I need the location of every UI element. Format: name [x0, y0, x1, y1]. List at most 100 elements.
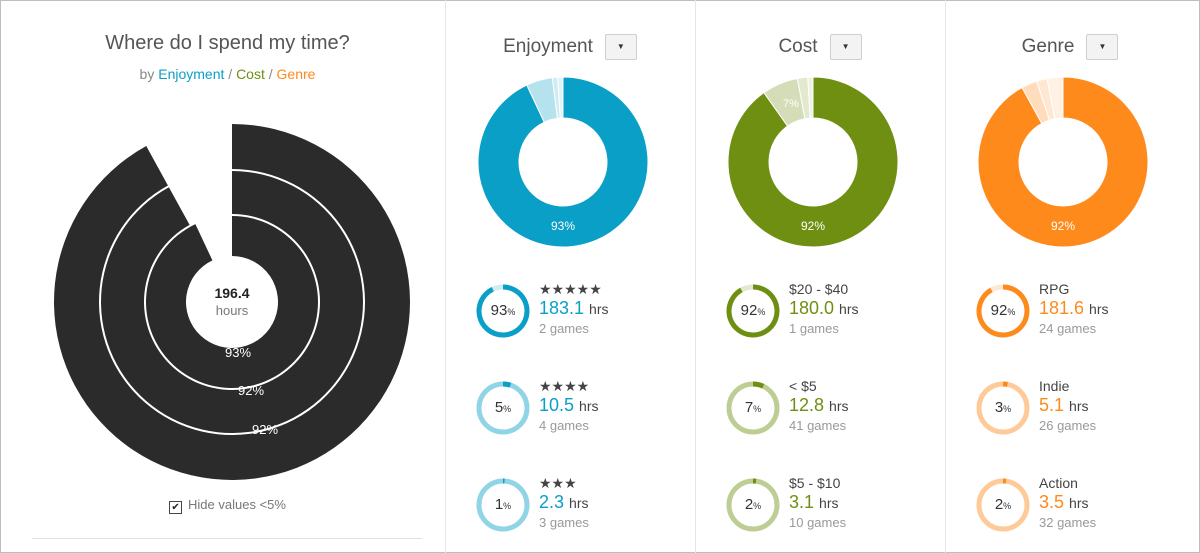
cost-item-hours: 3.1 hrs	[789, 492, 839, 512]
genre-item-percent: 2%	[994, 496, 1012, 513]
overview-ring-label: 93%	[225, 345, 251, 360]
cost-donut-label: 92%	[801, 219, 825, 233]
genre-list-item[interactable]: 2% Action 3.5 hrs 32 games	[975, 475, 1195, 547]
cost-list-item[interactable]: 7% < $5 12.8 hrs 41 games	[725, 378, 945, 450]
cost-item-games: 41 games	[789, 418, 847, 433]
overview-center	[188, 258, 276, 346]
genre-donut-chart: 92%	[978, 77, 1148, 247]
enjoyment-item-name: ★★★★	[539, 378, 590, 394]
cost-item-hours: 12.8 hrs	[789, 395, 849, 415]
genre-item-percent: 92%	[990, 302, 1016, 319]
subtitle-sep: /	[268, 66, 273, 82]
page-subtitle: by Enjoyment / Cost / Genre	[0, 66, 455, 82]
cost-item-ring	[726, 478, 780, 532]
genre-donut-slice[interactable]	[978, 77, 1148, 247]
overview-sunburst-chart: 93% 92% 92% 196.4 hours	[54, 124, 410, 480]
subtitle-enjoyment: Enjoyment	[158, 66, 225, 82]
cost-item-ring-fill	[726, 284, 780, 338]
genre-panel-header: Genre ▼	[945, 34, 1195, 60]
cost-item-percent: 92%	[740, 302, 766, 319]
cost-item-hours: 180.0 hrs	[789, 298, 859, 318]
genre-item-hours: 3.5 hrs	[1039, 492, 1089, 512]
genre-panel-title: Genre	[1021, 36, 1075, 58]
enjoyment-dropdown-button[interactable]: ▼	[604, 34, 637, 60]
hide-small-values-row[interactable]: ✔ Hide values <5%	[0, 497, 455, 514]
cost-item-name: $20 - $40	[789, 281, 849, 297]
cost-item-percent: 2%	[744, 496, 762, 513]
cost-item-ring	[726, 381, 780, 435]
overview-ring-enjoyment[interactable]	[145, 216, 318, 388]
enjoyment-donut-slice[interactable]	[557, 77, 564, 119]
enjoyment-item-ring	[476, 478, 530, 532]
enjoyment-list-item[interactable]: 1% ★★★ 2.3 hrs 3 games	[475, 475, 695, 547]
column-divider	[945, 0, 946, 553]
subtitle-cost: Cost	[236, 66, 265, 82]
hide-small-values-label: Hide values <5%	[188, 497, 286, 512]
cost-item-games: 1 games	[789, 321, 839, 336]
genre-donut-label: 92%	[1051, 219, 1075, 233]
genre-item-ring	[976, 478, 1030, 532]
enjoyment-item-hours: 10.5 hrs	[539, 395, 599, 415]
genre-item-ring	[976, 284, 1030, 338]
overview-ring-cost[interactable]	[100, 171, 363, 434]
genre-item-name: Action	[1039, 475, 1078, 491]
cost-donut-chart: 92% 7%	[728, 77, 898, 247]
enjoyment-item-ring-fill	[502, 381, 512, 388]
cost-item-games: 10 games	[789, 515, 847, 530]
enjoyment-panel-title: Enjoyment	[503, 36, 593, 58]
cost-list-item[interactable]: 2% $5 - $10 3.1 hrs 10 games	[725, 475, 945, 547]
genre-item-percent: 3%	[994, 399, 1012, 416]
enjoyment-list-item[interactable]: 93% ★★★★★ 183.1 hrs 2 games	[475, 281, 695, 353]
enjoyment-item-games: 4 games	[539, 418, 589, 433]
enjoyment-item-games: 3 games	[539, 515, 589, 530]
enjoyment-item-hours: 2.3 hrs	[539, 492, 589, 512]
genre-item-name: Indie	[1039, 378, 1070, 394]
column-divider	[695, 0, 696, 553]
enjoyment-donut-chart: 93%	[478, 77, 648, 247]
subtitle-genre: Genre	[276, 66, 316, 82]
overview-total-unit: hours	[216, 303, 249, 318]
cost-item-name: < $5	[789, 378, 817, 394]
genre-item-ring	[976, 381, 1030, 435]
genre-item-games: 24 games	[1039, 321, 1097, 336]
cost-item-name: $5 - $10	[789, 475, 841, 491]
cost-item-ring	[726, 284, 780, 338]
enjoyment-list-item[interactable]: 5% ★★★★ 10.5 hrs 4 games	[475, 378, 695, 450]
genre-item-ring-fill	[976, 284, 1030, 338]
genre-donut-slice[interactable]	[1046, 77, 1064, 120]
column-divider	[445, 0, 446, 553]
enjoyment-panel-header: Enjoyment ▼	[445, 34, 695, 60]
cost-donut-small-label: 7%	[783, 98, 799, 110]
genre-list-item[interactable]: 92% RPG 181.6 hrs 24 games	[975, 281, 1195, 353]
cost-panel-header: Cost ▼	[695, 34, 945, 60]
cost-donut-slice[interactable]	[807, 77, 814, 119]
page-title: Where do I spend my time?	[105, 32, 350, 54]
overview-ring-label: 92%	[252, 422, 278, 437]
hide-small-values-checkbox[interactable]: ✔	[169, 501, 183, 514]
divider	[32, 538, 422, 539]
enjoyment-panel: Enjoyment ▼ 93% 93% ★★★★★ 183.1 hrs 2 games 5% ★…	[445, 0, 695, 553]
enjoyment-item-games: 2 games	[539, 321, 589, 336]
enjoyment-donut-slice[interactable]	[478, 77, 648, 247]
cost-donut-slice[interactable]	[728, 77, 898, 247]
overview-ring-label: 92%	[238, 383, 264, 398]
subtitle-sep: /	[228, 66, 233, 82]
genre-item-games: 32 games	[1039, 515, 1097, 530]
subtitle-prefix: by	[139, 66, 155, 82]
cost-dropdown-button[interactable]: ▼	[829, 34, 862, 60]
enjoyment-item-ring	[476, 381, 530, 435]
genre-item-name: RPG	[1039, 281, 1070, 297]
genre-list-item[interactable]: 3% Indie 5.1 hrs 26 games	[975, 378, 1195, 450]
enjoyment-item-name: ★★★★★	[539, 281, 602, 297]
genre-dropdown-button[interactable]: ▼	[1086, 34, 1119, 60]
cost-list-item[interactable]: 92% $20 - $40 180.0 hrs 1 games	[725, 281, 945, 353]
enjoyment-item-percent: 5%	[494, 399, 512, 416]
genre-item-games: 26 games	[1039, 418, 1097, 433]
enjoyment-item-ring	[476, 284, 530, 338]
enjoyment-item-percent: 93%	[490, 302, 516, 319]
enjoyment-item-hours: 183.1 hrs	[539, 298, 609, 318]
enjoyment-donut-label: 93%	[551, 219, 575, 233]
genre-item-hours: 181.6 hrs	[1039, 298, 1109, 318]
cost-panel-title: Cost	[778, 36, 818, 58]
enjoyment-item-name: ★★★	[539, 475, 577, 491]
